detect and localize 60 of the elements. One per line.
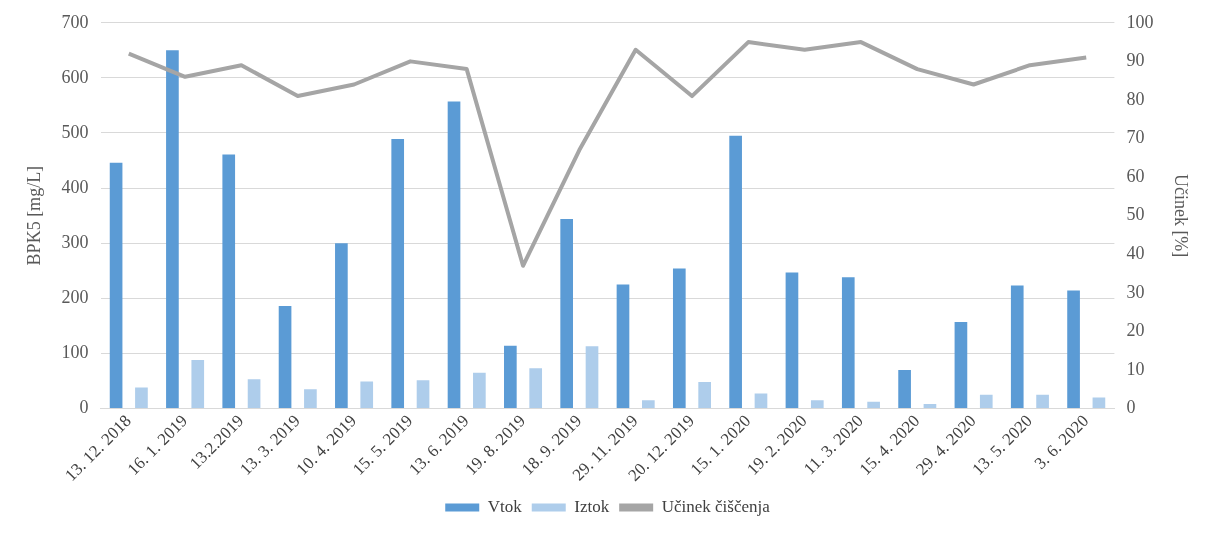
bar <box>304 389 317 408</box>
bar <box>585 346 599 408</box>
y-tick-label: 600 <box>61 66 89 87</box>
bar <box>135 387 148 408</box>
y2-tick-label: 40 <box>1126 242 1145 263</box>
bar <box>1010 285 1024 408</box>
bar <box>979 394 993 408</box>
bar <box>1092 397 1106 408</box>
y-tick-label: 0 <box>79 397 89 418</box>
bar <box>1067 290 1080 408</box>
bar <box>529 368 543 408</box>
bar <box>109 162 123 408</box>
bar <box>898 369 911 408</box>
bar <box>954 321 968 408</box>
y2-tick-label: 90 <box>1126 50 1145 71</box>
bar <box>729 135 742 408</box>
y2-tick-label: 100 <box>1126 11 1154 32</box>
y2-axis-title: Učinek [%] <box>1171 173 1192 258</box>
y2-tick-label: 0 <box>1126 397 1136 418</box>
bar <box>222 154 236 408</box>
bar <box>923 404 937 408</box>
y-tick-label: 200 <box>61 287 89 308</box>
bar <box>360 381 374 408</box>
bar <box>785 272 799 408</box>
bar <box>278 305 292 408</box>
y2-tick-label: 30 <box>1126 281 1145 302</box>
y-tick-label: 700 <box>61 11 89 32</box>
y-tick-label: 400 <box>61 176 89 197</box>
y-tick-label: 300 <box>61 231 89 252</box>
bar <box>810 400 824 408</box>
bar <box>754 393 768 408</box>
bar <box>1036 394 1049 408</box>
y2-tick-label: 10 <box>1126 358 1145 379</box>
legend-label: Iztok <box>574 496 610 516</box>
bar <box>247 379 261 408</box>
y2-tick-label: 50 <box>1126 204 1145 225</box>
bar <box>672 268 686 408</box>
y2-tick-label: 70 <box>1126 127 1145 148</box>
y-tick-label: 500 <box>61 121 89 142</box>
bar <box>642 400 655 408</box>
bar <box>841 277 855 408</box>
bar <box>560 218 573 408</box>
legend-label: Učinek čiščenja <box>661 496 771 516</box>
bar <box>391 139 405 408</box>
bar <box>447 101 461 408</box>
bar <box>698 382 711 408</box>
y-tick-label: 100 <box>61 342 89 363</box>
y2-tick-label: 20 <box>1126 320 1145 341</box>
bar <box>867 401 880 408</box>
bar <box>416 380 430 408</box>
legend-label: Vtok <box>487 496 523 516</box>
bar <box>166 50 179 408</box>
y2-tick-label: 60 <box>1126 165 1145 186</box>
bar <box>191 359 205 408</box>
bar <box>616 284 630 408</box>
bar <box>473 372 486 408</box>
bar <box>504 345 517 408</box>
y-axis-title: BPK5 [mg/L] <box>23 165 44 266</box>
y2-tick-label: 80 <box>1126 88 1145 109</box>
bar <box>335 243 348 408</box>
